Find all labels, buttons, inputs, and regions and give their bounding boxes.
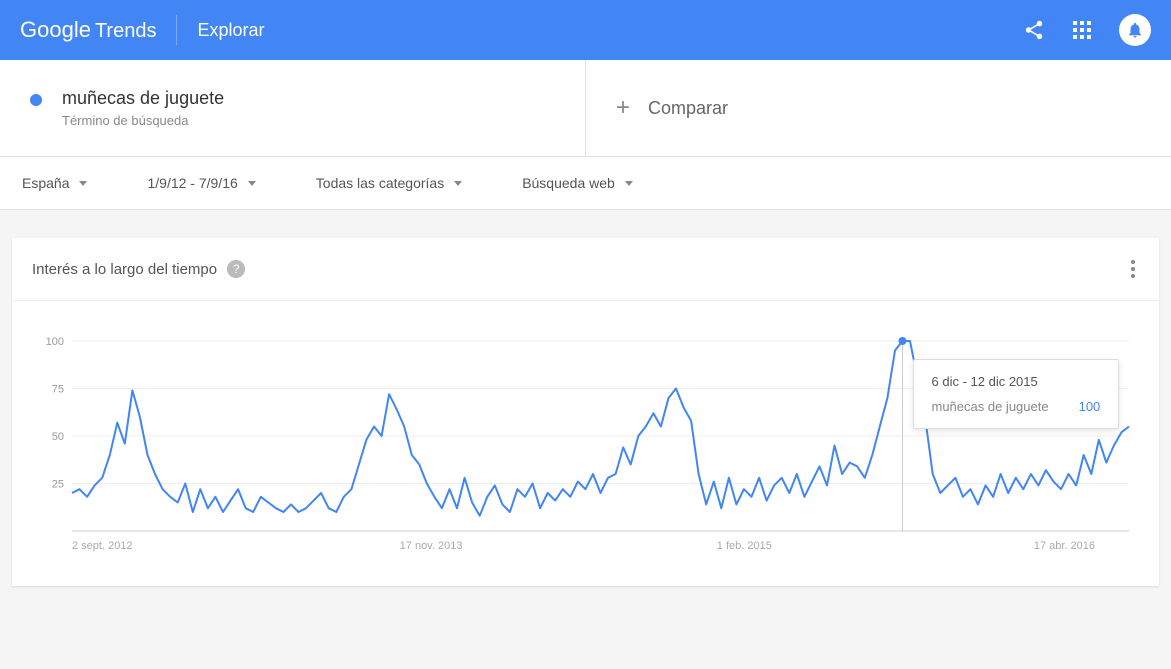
interest-over-time-card: Interés a lo largo del tiempo ? 25 50 75 10…: [12, 238, 1159, 586]
header-actions: [1023, 14, 1151, 46]
filter-bar: España 1/9/12 - 7/9/16 Todas las categor…: [0, 157, 1171, 210]
apps-icon[interactable]: [1073, 21, 1091, 39]
chart-body: 25 50 75 100 2 sept. 2012 17 nov. 2013 1 feb. …: [12, 301, 1159, 586]
tooltip-series: muñecas de juguete: [932, 399, 1049, 414]
chart-tooltip: 6 dic - 12 dic 2015 muñecas de juguete 1…: [913, 359, 1120, 429]
svg-text:100: 100: [46, 336, 64, 348]
search-terms-row: muñecas de juguete Término de búsqueda +…: [0, 60, 1171, 157]
app-header: Google Trends Explorar: [0, 0, 1171, 60]
svg-text:25: 25: [52, 479, 64, 491]
svg-text:2 sept. 2012: 2 sept. 2012: [72, 540, 133, 552]
chevron-down-icon: [454, 181, 462, 186]
compare-label: Comparar: [648, 98, 728, 119]
filter-category[interactable]: Todas las categorías: [316, 175, 462, 191]
search-term-card[interactable]: muñecas de juguete Término de búsqueda: [0, 60, 586, 156]
term-color-dot: [30, 94, 42, 106]
logo-trends: Trends: [95, 20, 157, 43]
tooltip-date: 6 dic - 12 dic 2015: [932, 374, 1101, 389]
filter-searchtype[interactable]: Búsqueda web: [522, 175, 633, 191]
filter-region[interactable]: España: [22, 175, 87, 191]
chevron-down-icon: [248, 181, 256, 186]
term-text: muñecas de juguete Término de búsqueda: [62, 88, 224, 128]
notifications-icon[interactable]: [1119, 14, 1151, 46]
help-icon[interactable]: ?: [227, 260, 245, 278]
chart-header: Interés a lo largo del tiempo ?: [12, 238, 1159, 301]
plus-icon: +: [616, 94, 630, 122]
logo-google: Google: [20, 17, 91, 43]
chevron-down-icon: [79, 181, 87, 186]
tooltip-value: 100: [1079, 399, 1101, 414]
chart-title: Interés a lo largo del tiempo: [32, 261, 217, 278]
chevron-down-icon: [625, 181, 633, 186]
logo[interactable]: Google Trends: [20, 17, 156, 43]
svg-text:75: 75: [52, 384, 64, 396]
term-subtitle: Término de búsqueda: [62, 113, 224, 128]
share-icon[interactable]: [1023, 19, 1045, 41]
add-comparison-button[interactable]: + Comparar: [586, 60, 1171, 156]
filter-daterange[interactable]: 1/9/12 - 7/9/16: [147, 175, 255, 191]
svg-text:50: 50: [52, 431, 64, 443]
svg-text:17 abr. 2016: 17 abr. 2016: [1034, 540, 1095, 552]
svg-text:17 nov. 2013: 17 nov. 2013: [400, 540, 463, 552]
header-divider: [176, 15, 177, 45]
explore-link[interactable]: Explorar: [197, 20, 264, 41]
svg-text:1 feb. 2015: 1 feb. 2015: [717, 540, 772, 552]
term-name: muñecas de juguete: [62, 88, 224, 109]
more-menu-icon[interactable]: [1127, 256, 1139, 282]
